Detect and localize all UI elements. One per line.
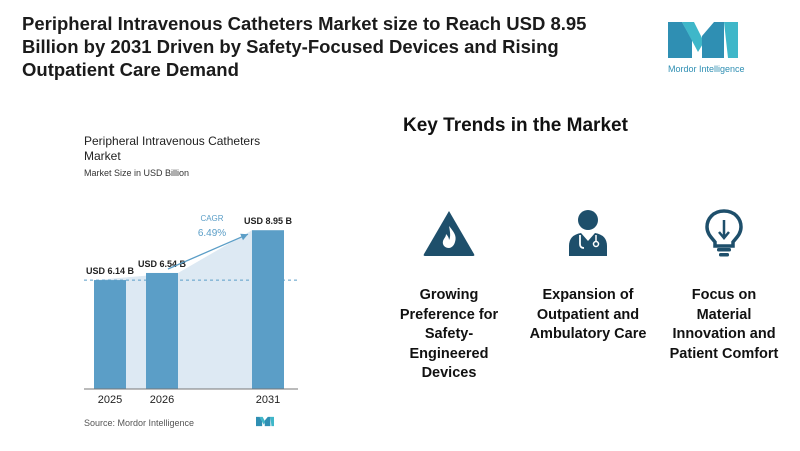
page-title: Peripheral Intravenous Catheters Market … bbox=[22, 13, 587, 80]
brand-name: Mordor Intelligence bbox=[668, 64, 745, 74]
bar-2031 bbox=[252, 230, 284, 389]
brand-logo: Mordor Intelligence bbox=[668, 18, 764, 74]
trends-title: Key Trends in the Market bbox=[403, 115, 628, 136]
chart-subtitle: Market Size in USD Billion bbox=[84, 168, 190, 178]
warning-fire-icon bbox=[423, 211, 475, 256]
chart-title: Peripheral Intravenous Catheters Market bbox=[84, 134, 261, 163]
x-tick-2026: 2026 bbox=[150, 394, 174, 406]
x-tick-2031: 2031 bbox=[256, 394, 280, 406]
trend-material-innovation: Focus on Material Innovation and Patient… bbox=[664, 208, 784, 364]
value-label-2031: USD 8.95 B bbox=[244, 216, 293, 226]
source-note: Source: Mordor Intelligence bbox=[84, 418, 195, 428]
mini-brand-logo-icon bbox=[256, 416, 274, 427]
value-label-2025: USD 6.14 B bbox=[86, 266, 135, 276]
trend-outpatient-care: Expansion of Outpatient and Ambulatory C… bbox=[528, 208, 648, 345]
bar-2025 bbox=[94, 280, 126, 389]
trend-label: Expansion of Outpatient and Ambulatory C… bbox=[529, 287, 647, 342]
trend-label: Focus on Material Innovation and Patient… bbox=[669, 287, 779, 362]
trend-safety-devices: Growing Preference for Safety-Engineered… bbox=[389, 208, 509, 384]
value-label-2026: USD 6.54 B bbox=[138, 259, 187, 269]
cagr-arrow bbox=[167, 233, 249, 270]
trend-label: Growing Preference for Safety-Engineered… bbox=[399, 287, 499, 381]
mordor-logo-icon bbox=[668, 22, 738, 58]
doctor-icon bbox=[569, 210, 607, 256]
cagr-value: 6.49% bbox=[198, 228, 226, 239]
cagr-label: CAGR bbox=[200, 214, 223, 223]
lightbulb-icon bbox=[705, 209, 743, 257]
x-tick-2025: 2025 bbox=[98, 394, 122, 406]
cagr-arrow-head bbox=[240, 233, 248, 241]
bar-2026 bbox=[146, 272, 178, 389]
